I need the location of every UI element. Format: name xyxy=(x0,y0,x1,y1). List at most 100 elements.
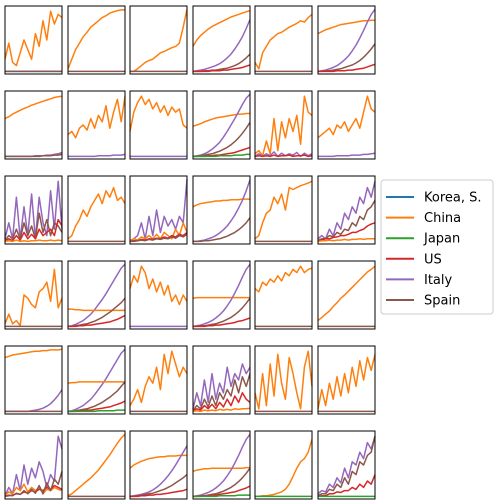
panel-background xyxy=(130,91,187,159)
panel-frame xyxy=(192,260,251,330)
series-line-china xyxy=(317,95,376,139)
panel-frame xyxy=(4,5,63,75)
panel-background xyxy=(68,346,125,414)
panel-frame xyxy=(254,175,313,245)
panel-background xyxy=(318,176,375,244)
series-line-us xyxy=(317,222,376,242)
series-line-china xyxy=(254,180,313,240)
panel-2-4 xyxy=(192,90,251,160)
series-line-italy xyxy=(67,348,126,413)
legend-entry: Italy xyxy=(386,273,453,288)
panel-background xyxy=(255,6,312,74)
panel-background xyxy=(68,91,125,159)
panel-frame xyxy=(317,260,376,330)
panel-background xyxy=(193,6,250,74)
series-line-italy xyxy=(318,152,376,158)
series-line-us xyxy=(317,474,376,498)
series-line-spain xyxy=(193,121,251,158)
panel-4-6 xyxy=(317,260,376,330)
series-line-china xyxy=(67,381,125,384)
panel-2-1 xyxy=(4,90,63,160)
panel-background xyxy=(193,176,250,244)
panel-1-4 xyxy=(192,5,251,75)
series-line-china xyxy=(68,308,125,312)
series-line-italy xyxy=(4,180,63,240)
series-line-spain xyxy=(317,436,376,497)
series-line-japan xyxy=(68,409,125,413)
series-line-china xyxy=(192,407,251,413)
panel-3-1 xyxy=(4,175,63,245)
series-line-us xyxy=(130,488,188,498)
panel-background xyxy=(255,431,312,499)
panel-4-3 xyxy=(129,260,188,330)
panel-frame xyxy=(4,175,63,245)
panel-background xyxy=(193,261,250,329)
series-line-us xyxy=(192,392,251,412)
panel-3-3 xyxy=(129,175,188,245)
panel-5-6 xyxy=(317,345,376,415)
panel-frame xyxy=(254,90,313,160)
series-line-china xyxy=(4,95,63,120)
panel-4-4 xyxy=(192,260,251,330)
panel-3-6 xyxy=(317,175,376,245)
legend-label: Italy xyxy=(424,273,453,288)
panel-4-5 xyxy=(254,260,313,330)
panel-3-5 xyxy=(254,175,313,245)
panel-frame xyxy=(4,90,63,160)
series-line-japan xyxy=(193,494,250,498)
panel-6-3 xyxy=(129,430,188,500)
panel-background xyxy=(318,6,375,74)
legend-label: Korea, S. xyxy=(424,191,482,206)
panel-frame xyxy=(192,175,251,245)
panel-frame xyxy=(129,430,188,500)
panel-background xyxy=(318,261,375,329)
legend-entry: Korea, S. xyxy=(386,191,482,206)
legend-label: US xyxy=(424,252,442,267)
series-line-china xyxy=(67,9,125,70)
legend-items: Korea, S. China Japan US Italy Spain xyxy=(386,191,482,309)
legend-frame xyxy=(380,179,494,315)
panel-6-4 xyxy=(192,430,251,500)
series-line-china xyxy=(67,96,126,139)
series-line-us xyxy=(4,218,63,243)
series-line-china xyxy=(192,466,250,473)
series-line-italy xyxy=(192,93,251,158)
legend-entry: China xyxy=(386,211,461,226)
series-line-china xyxy=(4,239,63,243)
panel-1-3 xyxy=(129,5,188,75)
series-line-us xyxy=(193,317,251,328)
panel-frame xyxy=(4,345,63,415)
series-line-spain xyxy=(317,200,376,242)
series-line-spain xyxy=(4,212,63,242)
panel-background xyxy=(130,6,187,74)
series-line-china xyxy=(4,268,63,327)
series-line-italy xyxy=(4,435,63,497)
series-line-spain xyxy=(193,217,251,243)
series-line-us xyxy=(193,64,251,73)
panel-frame xyxy=(4,260,63,330)
series-line-italy xyxy=(192,263,251,328)
panel-frame xyxy=(254,260,313,330)
panel-frame xyxy=(317,175,376,245)
legend-label: Japan xyxy=(423,232,460,247)
legend-entry: Japan xyxy=(386,232,460,247)
panel-background xyxy=(255,176,312,244)
panel-frame xyxy=(317,90,376,160)
panel-background xyxy=(68,6,125,74)
panel-frame xyxy=(192,90,251,160)
series-line-spain xyxy=(5,153,63,158)
series-line-italy xyxy=(317,8,376,73)
panel-2-3 xyxy=(129,90,188,160)
series-line-china xyxy=(254,350,313,410)
panel-frame xyxy=(254,430,313,500)
panel-2-2 xyxy=(67,90,126,160)
panel-2-5 xyxy=(254,90,313,160)
legend-label: China xyxy=(424,211,461,226)
panel-frame xyxy=(254,5,313,75)
panel-frame xyxy=(4,430,63,500)
panel-frame xyxy=(67,90,126,160)
series-line-us xyxy=(254,154,313,158)
panel-6-5 xyxy=(254,430,313,500)
panel-3-2 xyxy=(67,175,126,245)
